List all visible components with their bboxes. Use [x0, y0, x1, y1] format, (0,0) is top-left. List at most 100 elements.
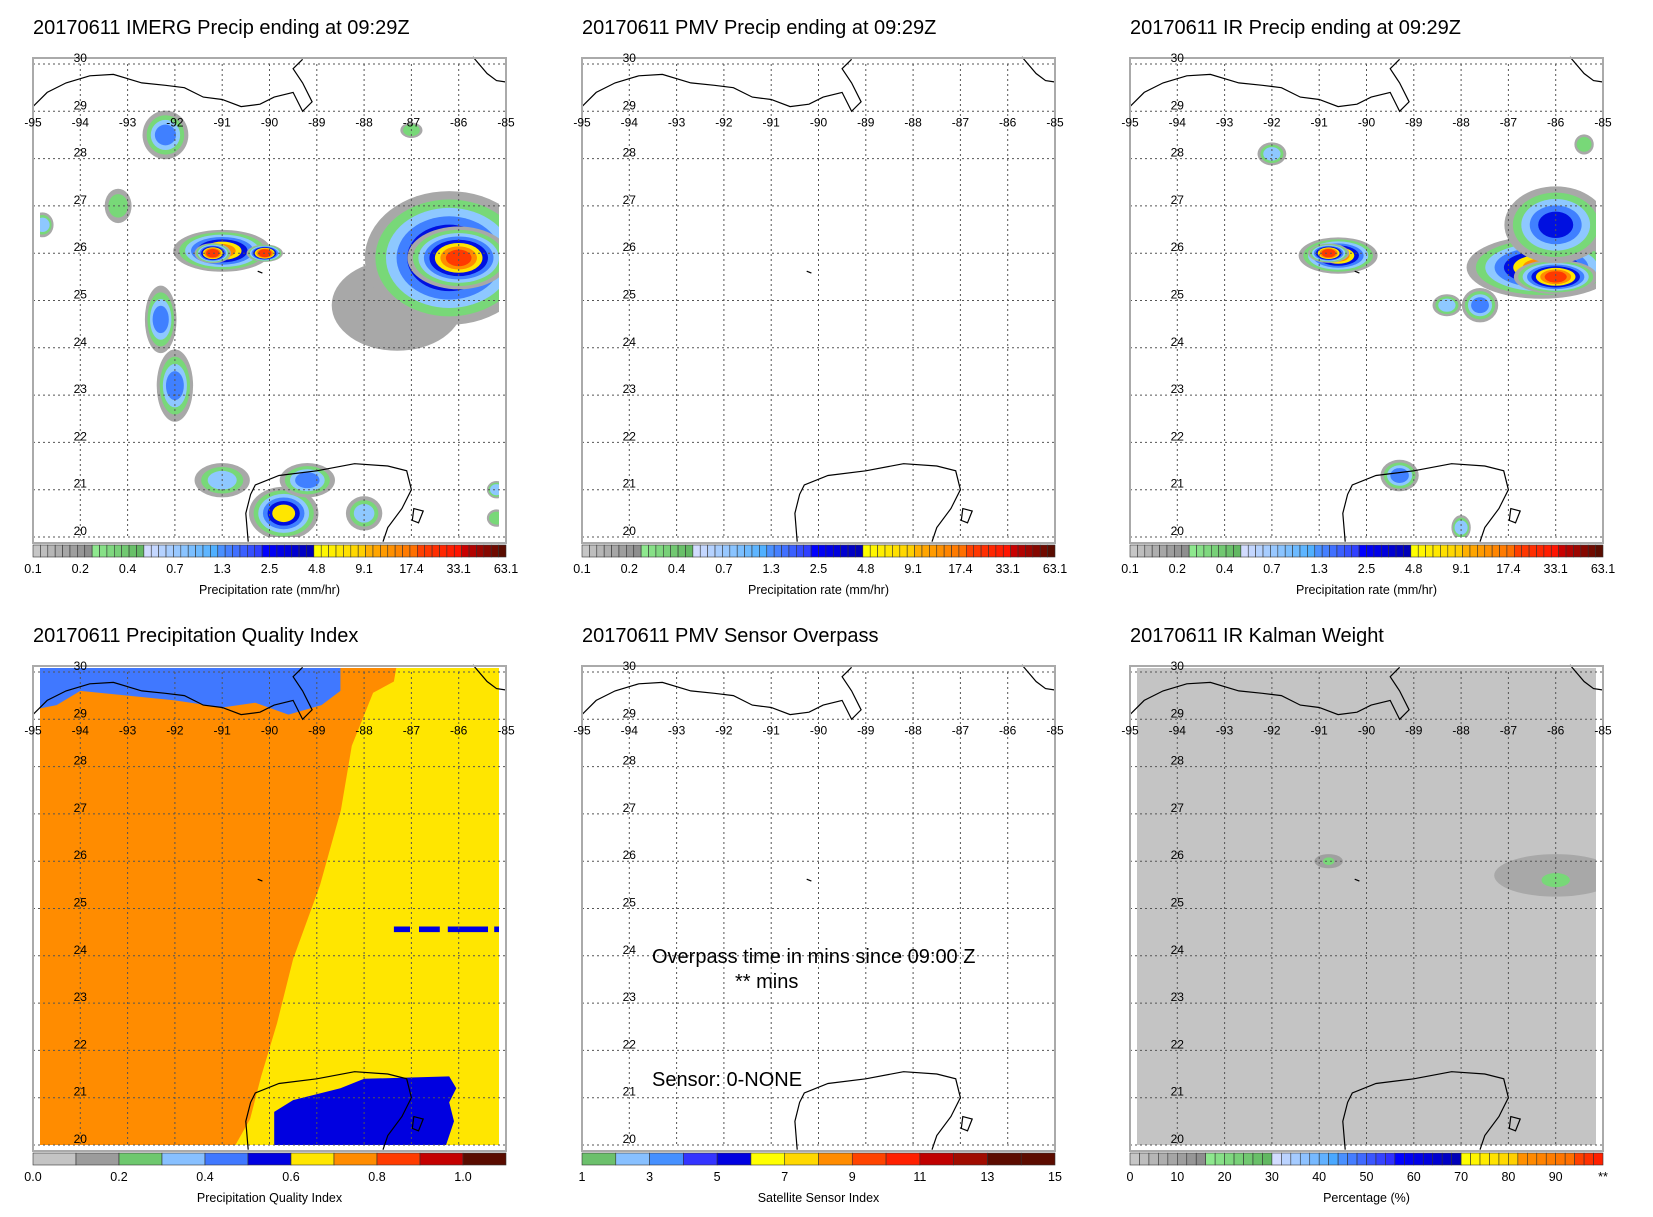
colorbar-swatch — [677, 544, 686, 558]
colorbar-swatch — [1139, 1152, 1150, 1166]
colorbar-swatch — [1498, 1152, 1509, 1166]
colorbar-swatch — [1543, 544, 1552, 558]
colorbar-swatch — [453, 544, 462, 558]
colorbar-swatch — [581, 544, 590, 558]
colorbar-swatch — [759, 544, 768, 558]
lon-label: -90 — [1358, 115, 1376, 129]
precip-cell — [272, 504, 296, 523]
colorbar-axis-label: Percentage (%) — [1323, 1191, 1410, 1205]
colorbar-swatch — [247, 1152, 292, 1166]
colorbar-tick-label: 2.5 — [261, 562, 278, 576]
colorbar-swatch — [1224, 1152, 1235, 1166]
colorbar-swatch — [1536, 544, 1545, 558]
colorbar-swatch — [840, 544, 849, 558]
panel-5: 20170611 PMV Sensor Overpass -95 -94 -93 -92… — [573, 625, 1064, 1205]
colorbar-swatch — [953, 1152, 988, 1166]
colorbar-swatch — [350, 544, 359, 558]
panel-4: 20170611 Precipitation Quality Index -95 -… — [24, 625, 515, 1205]
colorbar-swatch — [1565, 544, 1574, 558]
colorbar-tick-label: 17.4 — [399, 562, 423, 576]
colorbar-swatch — [1595, 544, 1604, 558]
colorbar-swatch — [1328, 1152, 1339, 1166]
colorbar-swatch — [313, 544, 322, 558]
annotation-sensor: Sensor: 0-NONE — [652, 1069, 802, 1091]
colorbar-swatch — [1174, 544, 1183, 558]
colorbar-swatch — [490, 544, 499, 558]
colorbar-swatch — [32, 544, 41, 558]
colorbar-swatch — [1290, 1152, 1301, 1166]
colorbar-swatch — [1243, 1152, 1254, 1166]
colorbar-swatch — [1292, 544, 1301, 558]
colorbar-swatch — [892, 544, 901, 558]
quality-blue-streak — [494, 926, 499, 933]
lon-label: -86 — [450, 723, 468, 737]
lon-label: -87 — [403, 723, 421, 737]
colorbar-swatch — [884, 544, 893, 558]
panel-6: 20170611 IR Kalman Weight -95 -94 -93 -92 -91… — [1121, 625, 1612, 1205]
lon-label: -90 — [261, 115, 279, 129]
lat-label: 25 — [623, 288, 637, 302]
lat-label: 22 — [623, 429, 637, 443]
lat-label: 23 — [1171, 990, 1185, 1004]
lat-label: 26 — [623, 848, 637, 862]
colorbar-swatch — [906, 544, 915, 558]
precip-cell — [40, 217, 50, 233]
colorbar-tick-label: 10 — [1170, 1170, 1184, 1184]
colorbar-swatch — [980, 544, 989, 558]
colorbar-swatch — [1528, 544, 1537, 558]
colorbar-swatch — [180, 544, 189, 558]
colorbar-tick-label: 40 — [1312, 1170, 1326, 1184]
coastline-florida — [472, 664, 507, 691]
precip-cell — [206, 248, 220, 258]
colorbar-swatch — [714, 544, 723, 558]
lon-label: -85 — [1046, 723, 1064, 737]
colorbar-swatch — [736, 544, 745, 558]
colorbar-tick-label: 3 — [646, 1170, 653, 1184]
colorbar-swatch — [1129, 544, 1138, 558]
colorbar: 0.1 0.2 0.4 0.7 1.3 2.5 4.8 9.1 17.4 33.1 63.1 Prec… — [24, 544, 518, 597]
lon-label: -85 — [497, 723, 515, 737]
colorbar-tick-label: 63.1 — [1043, 562, 1067, 576]
lat-label: 22 — [1171, 1037, 1185, 1051]
colorbar-swatch — [1388, 544, 1397, 558]
colorbar-swatch — [1047, 544, 1056, 558]
colorbar-swatch — [1252, 1152, 1263, 1166]
colorbar-tick-label: 0.7 — [166, 562, 183, 576]
lat-label: 27 — [623, 801, 637, 815]
lat-label: 26 — [74, 240, 88, 254]
colorbar-swatch — [247, 544, 256, 558]
colorbar-swatch — [750, 1152, 786, 1166]
lon-label: -88 — [355, 723, 373, 737]
lat-label: 27 — [74, 193, 88, 207]
panel-title: 20170611 IR Kalman Weight — [1130, 625, 1384, 647]
colorbar-swatch — [1580, 544, 1589, 558]
panel-title: 20170611 Precipitation Quality Index — [33, 625, 358, 647]
lon-label: -95 — [1121, 115, 1139, 129]
colorbar-swatch — [333, 1152, 378, 1166]
colorbar-tick-label: 0.6 — [282, 1170, 299, 1184]
precip-cell — [1438, 298, 1456, 312]
lon-label: -92 — [1263, 723, 1281, 737]
coastline-yucatan — [794, 1071, 962, 1150]
colorbar-swatch — [784, 1152, 819, 1166]
colorbar-swatch — [269, 544, 278, 558]
colorbar-tick-label: 2.5 — [1358, 562, 1375, 576]
lon-label: -90 — [810, 723, 828, 737]
colorbar-swatch — [84, 544, 93, 558]
lat-label: 26 — [1171, 848, 1185, 862]
colorbar-swatch — [825, 544, 834, 558]
lon-label: -94 — [621, 723, 639, 737]
quality-region-blue-coast — [40, 668, 341, 715]
panel-2: 20170611 PMV Precip ending at 09:29Z -95 -… — [573, 17, 1067, 597]
lon-label: -88 — [904, 115, 922, 129]
colorbar-swatch — [914, 544, 923, 558]
colorbar-swatch — [1039, 544, 1048, 558]
colorbar-swatch — [1255, 544, 1264, 558]
coastline-cozumel — [960, 507, 974, 524]
kalman-cell — [1541, 873, 1570, 888]
colorbar-swatch — [766, 544, 775, 558]
colorbar-swatch — [1555, 1152, 1566, 1166]
coastline-yucatan — [1342, 463, 1510, 542]
colorbar-tick-label: 1.3 — [1311, 562, 1328, 576]
coastline-yucatan — [245, 463, 413, 542]
